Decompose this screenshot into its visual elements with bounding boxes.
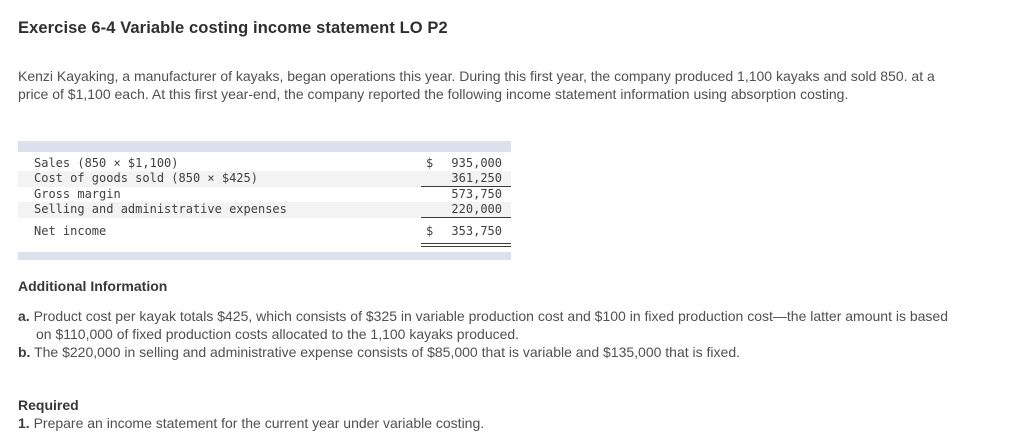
required-section: Required 1. Prepare an income statement …: [18, 396, 958, 432]
currency-symbol: $: [426, 156, 434, 170]
row-label: Cost of goods sold (850 × $425): [34, 171, 258, 185]
item-text: Prepare an income statement for the curr…: [33, 415, 485, 431]
income-statement-table: Sales (850 × $1,100) $935,000 Cost of go…: [18, 141, 511, 260]
table-footer-strip: [18, 252, 511, 260]
amount-value: 573,750: [451, 187, 502, 201]
amount-value: 220,000: [451, 202, 502, 216]
item-marker: b.: [18, 344, 31, 360]
table-row-gross-margin: Gross margin 573,750: [18, 187, 511, 202]
table-row-sales: Sales (850 × $1,100) $935,000: [18, 156, 511, 171]
amount-value: 353,750: [451, 224, 502, 238]
table-row-net-income: Net income $353,750: [18, 224, 511, 247]
page-title: Exercise 6-4 Variable costing income sta…: [18, 19, 448, 37]
row-label: Gross margin: [34, 187, 121, 201]
item-text: Product cost per kayak totals $425, whic…: [33, 308, 948, 342]
row-label: Sales (850 × $1,100): [34, 156, 179, 170]
list-item-a: a. Product cost per kayak totals $425, w…: [18, 307, 958, 343]
row-amount: $935,000: [421, 156, 511, 171]
item-marker: 1.: [18, 415, 30, 431]
required-heading: Required: [18, 397, 79, 413]
intro-paragraph: Kenzi Kayaking, a manufacturer of kayaks…: [18, 68, 935, 102]
additional-information-list: a. Product cost per kayak totals $425, w…: [18, 307, 958, 361]
list-item-b: b. The $220,000 in selling and administr…: [18, 343, 958, 361]
row-label: Selling and administrative expenses: [34, 202, 287, 216]
table-header-strip: [18, 141, 511, 152]
required-item-1: 1. Prepare an income statement for the c…: [18, 414, 958, 432]
table-row-cogs: Cost of goods sold (850 × $425) 361,250: [18, 171, 511, 187]
amount-value: 935,000: [451, 156, 502, 170]
row-label: Net income: [34, 224, 107, 238]
item-marker: a.: [18, 308, 30, 324]
item-text: The $220,000 in selling and administrati…: [34, 344, 740, 360]
row-amount: $353,750: [421, 224, 511, 247]
row-amount: 361,250: [421, 171, 511, 187]
table-row-selling-admin: Selling and administrative expenses 220,…: [18, 202, 511, 218]
row-amount: 220,000: [421, 202, 511, 218]
additional-information-heading: Additional Information: [18, 278, 168, 294]
row-amount: 573,750: [421, 187, 511, 202]
amount-value: 361,250: [451, 171, 502, 185]
currency-symbol: $: [426, 224, 434, 238]
